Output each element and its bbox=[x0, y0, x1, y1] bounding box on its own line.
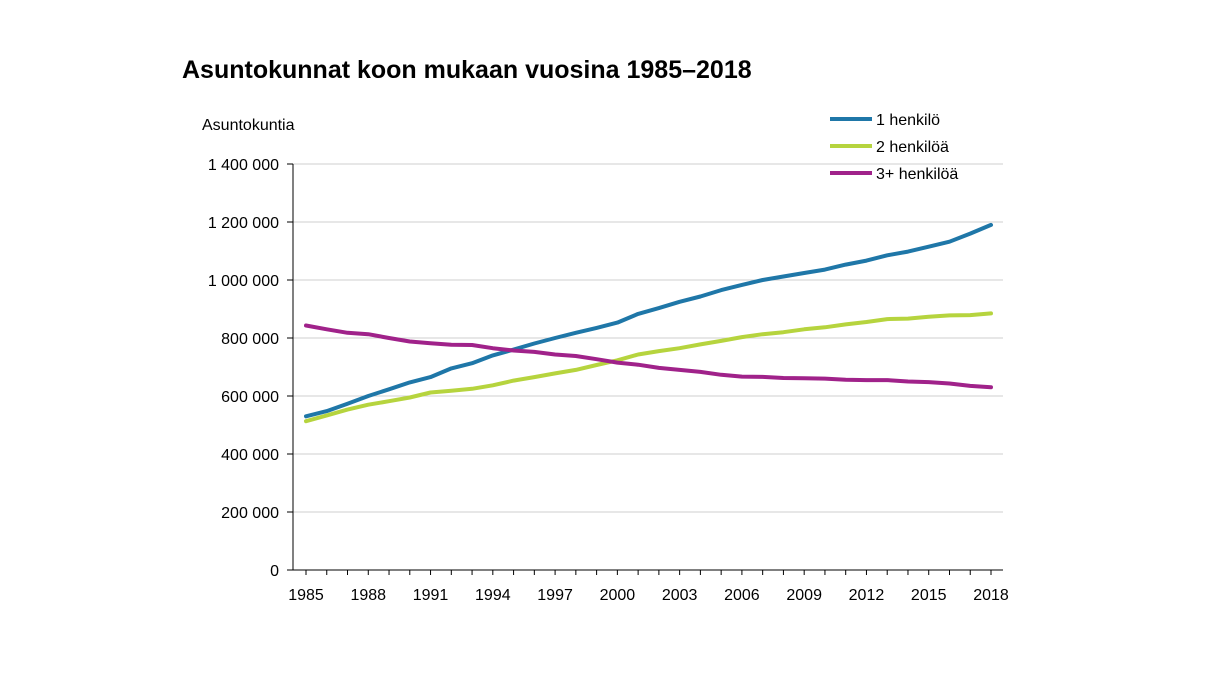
x-tick-label: 2009 bbox=[786, 587, 822, 604]
legend-label: 3+ henkilöä bbox=[876, 166, 958, 183]
x-tick-label: 2000 bbox=[600, 587, 636, 604]
x-tick-label: 1985 bbox=[288, 587, 324, 604]
y-axis-label: Asuntokuntia bbox=[202, 117, 295, 134]
series-line-1 bbox=[304, 222, 993, 419]
legend-label: 2 henkilöä bbox=[876, 139, 949, 156]
y-tick-label: 1 000 000 bbox=[208, 273, 279, 290]
y-tick-label: 1 200 000 bbox=[208, 215, 279, 232]
y-tick-label: 200 000 bbox=[221, 505, 279, 522]
x-tick-label: 2018 bbox=[973, 587, 1009, 604]
y-tick-label: 1 400 000 bbox=[208, 157, 279, 174]
legend-label: 1 henkilö bbox=[876, 112, 940, 129]
x-tick-label: 2003 bbox=[662, 587, 698, 604]
y-tick-label: 600 000 bbox=[221, 389, 279, 406]
legend: 1 henkilö 2 henkilöä 3+ henkilöä bbox=[830, 112, 958, 183]
series-lines bbox=[304, 222, 993, 424]
y-tick-label: 800 000 bbox=[221, 331, 279, 348]
series-line-3 bbox=[304, 323, 993, 390]
x-tick-label: 2006 bbox=[724, 587, 760, 604]
series-line-2 bbox=[304, 311, 993, 424]
x-tick-label: 1988 bbox=[350, 587, 386, 604]
y-tick-label: 0 bbox=[270, 563, 279, 580]
chart-title: Asuntokunnat koon mukaan vuosina 1985–20… bbox=[182, 56, 752, 84]
x-tick-label: 1991 bbox=[413, 587, 449, 604]
x-tick-label: 2012 bbox=[849, 587, 885, 604]
x-tick-label: 1994 bbox=[475, 587, 511, 604]
x-tick-label: 1997 bbox=[537, 587, 573, 604]
x-tick-label: 2015 bbox=[911, 587, 947, 604]
y-tick-label: 400 000 bbox=[221, 447, 279, 464]
axes: 0 200 000 400 000 600 000 800 000 1 000 000 1 … bbox=[208, 157, 1009, 604]
